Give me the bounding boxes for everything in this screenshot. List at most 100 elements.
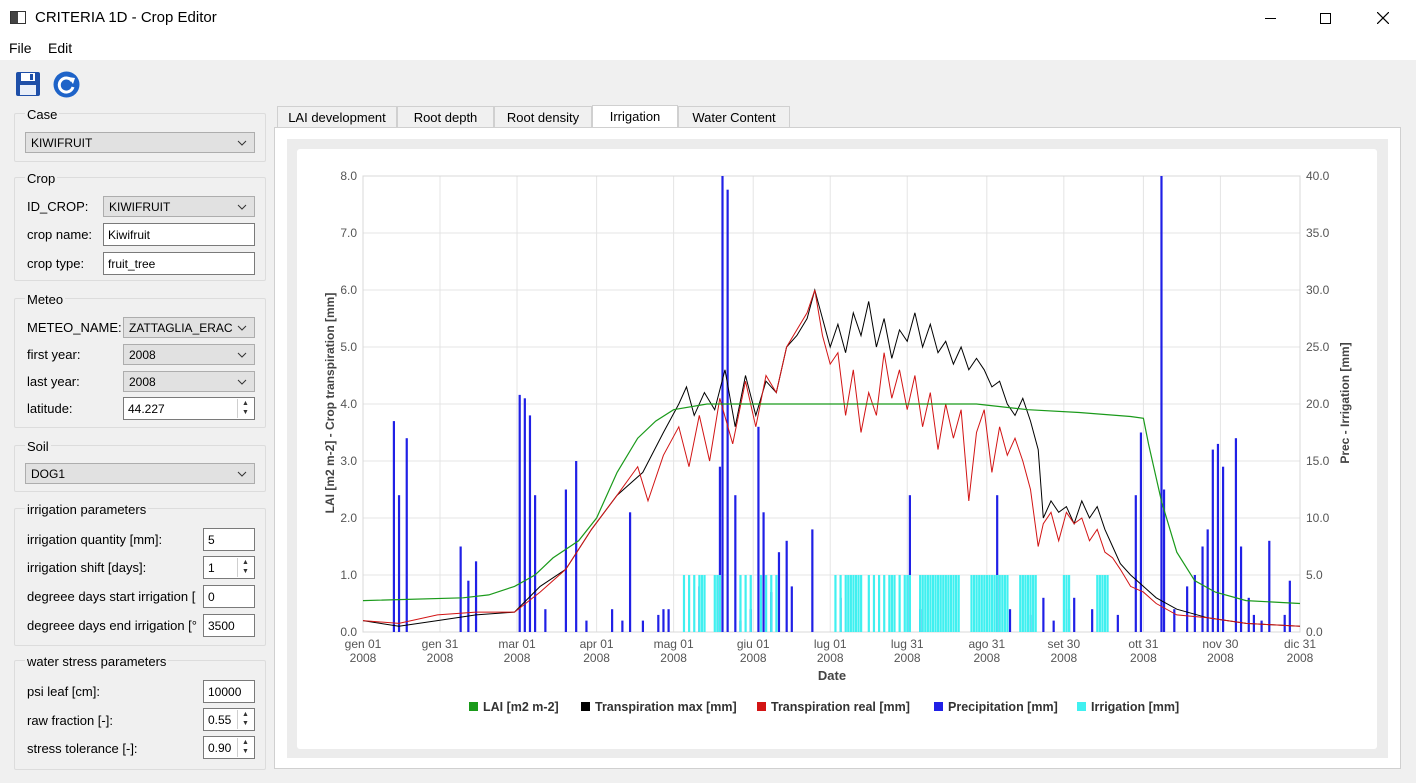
irr-quantity-field[interactable]: 5 (203, 528, 255, 551)
precipitation-bar (1042, 597, 1045, 632)
minimize-button[interactable] (1247, 0, 1293, 36)
meteo-title: Meteo (25, 292, 66, 307)
precipitation-bar (1160, 176, 1163, 632)
save-button[interactable] (15, 71, 41, 97)
irrigation-bar (759, 575, 763, 632)
x-tick-year: 2008 (1207, 651, 1234, 665)
irrigation-bar (839, 575, 842, 632)
x-tick-year: 2008 (583, 651, 610, 665)
stress-tolerance-spinner[interactable]: ▲ ▼ (237, 738, 253, 757)
meteo-group: Meteo (14, 292, 266, 428)
irrigation-bar (944, 575, 947, 632)
irrigation-bar (890, 575, 894, 632)
legend-swatch (1077, 702, 1086, 711)
irrigation-bar (1034, 575, 1037, 632)
irr-quantity-label: irrigation quantity [mm]: (27, 532, 163, 547)
precipitation-bar (1134, 495, 1137, 632)
legend-swatch (581, 702, 590, 711)
maximize-button[interactable] (1302, 0, 1348, 36)
irrigation-bar (975, 575, 978, 632)
id-crop-select[interactable]: KIWIFRUIT (103, 196, 255, 217)
last-year-select[interactable]: 2008 (123, 371, 255, 392)
irrigation-bar (867, 575, 870, 632)
tab-root-density[interactable]: Root density (494, 106, 592, 128)
first-year-label: first year: (27, 347, 81, 362)
precipitation-bar (726, 189, 729, 632)
irrigation-chart[interactable]: 0.0 1.0 2.0 3.0 4.0 5.0 6.0 7.0 8.0 0.0 5.0 10.0 15… (297, 149, 1377, 749)
x-tick-label: ott 31 (1128, 637, 1158, 651)
x-tick-year: 2008 (504, 651, 531, 665)
irrigation-bar (998, 575, 1001, 632)
irrigation-bar (996, 575, 999, 632)
x-tick-year: 2008 (1287, 651, 1314, 665)
tab-irrigation[interactable]: Irrigation (592, 105, 678, 128)
crop-name-field[interactable]: Kiwifruit (103, 223, 255, 246)
case-select[interactable]: KIWIFRUIT (25, 132, 255, 153)
precipitation-bar (1283, 614, 1286, 632)
y-left-tick-label: 8.0 (340, 169, 357, 183)
stress-title: water stress parameters (25, 654, 169, 669)
crop-group: Crop (14, 171, 266, 281)
menu-edit[interactable]: Edit (48, 40, 73, 56)
first-year-select[interactable]: 2008 (123, 344, 255, 365)
soil-select[interactable]: DOG1 (25, 463, 255, 484)
irr-shift-spinner[interactable]: ▲ ▼ (237, 558, 253, 577)
irrigation-bar (849, 575, 852, 632)
close-button[interactable] (1360, 0, 1406, 36)
tab-lai-development[interactable]: LAI development (277, 106, 397, 128)
tab-water-content[interactable]: Water Content (678, 106, 790, 128)
precipitation-bar (734, 495, 737, 632)
latitude-spinner[interactable]: ▲ ▼ (237, 399, 253, 418)
precipitation-bar (1116, 614, 1119, 632)
irrigation-bar (1096, 575, 1099, 632)
irrigation-bar (942, 575, 945, 632)
tab-root-depth[interactable]: Root depth (397, 106, 494, 128)
raw-fraction-field[interactable]: 0.55 ▲ ▼ (203, 708, 255, 731)
x-tick-year: 2008 (740, 651, 767, 665)
precipitation-bar (1008, 609, 1012, 632)
irrigation-bar (1103, 575, 1107, 632)
irrigation-bar (898, 575, 901, 632)
irr-shift-label: irrigation shift [days]: (27, 560, 147, 575)
precipitation-bar (528, 415, 532, 632)
precipitation-bar (628, 512, 632, 632)
latitude-field[interactable]: 44.227 ▲ ▼ (123, 397, 255, 420)
reload-button[interactable] (53, 71, 80, 98)
irrigation-bar (703, 575, 706, 632)
irr-start-field[interactable]: 0 (203, 585, 255, 608)
irrigation-bar (988, 575, 991, 632)
x-tick-label: gen 01 (345, 637, 382, 651)
x-tick-label: dic 31 (1284, 637, 1316, 651)
irrigation-bar (688, 575, 691, 632)
irrigation-bar (775, 575, 778, 632)
psi-leaf-label: psi leaf [cm]: (27, 684, 100, 699)
meteo-name-select[interactable]: ZATTAGLIA_ERAC (123, 317, 255, 338)
x-tick-year: 2008 (1050, 651, 1077, 665)
precipitation-bar (757, 426, 760, 632)
menu-file[interactable]: File (9, 40, 32, 56)
crop-type-field[interactable]: fruit_tree (103, 252, 255, 275)
soil-value: DOG1 (31, 467, 66, 481)
crop-type-label: crop type: (27, 256, 85, 271)
precipitation-bar (1193, 575, 1196, 632)
soil-group: Soil (14, 439, 266, 492)
raw-fraction-spinner[interactable]: ▲ ▼ (237, 710, 253, 729)
psi-leaf-field[interactable]: 10000 (203, 680, 255, 703)
precipitation-bar (996, 495, 999, 632)
irrigation-title: irrigation parameters (25, 502, 149, 517)
chart-legend: LAI [m2 m-2] Transpiration max [mm] Transp… (469, 700, 1179, 714)
precipitation-bar (575, 461, 578, 632)
irrigation-bar (1024, 575, 1027, 632)
irr-shift-field[interactable]: 1 ▲ ▼ (203, 556, 255, 579)
precipitation-bar (667, 609, 670, 632)
irrigation-bar (844, 575, 847, 632)
irr-end-field[interactable]: 3500 (203, 614, 255, 637)
stress-group: water stress parameters (14, 654, 266, 770)
irrigation-bar (1106, 575, 1109, 632)
precipitation-bar (1211, 449, 1214, 632)
precipitation-bar (392, 421, 396, 632)
stress-tolerance-field[interactable]: 0.90 ▲ ▼ (203, 736, 255, 759)
window-title: CRITERIA 1D - Crop Editor (35, 9, 217, 26)
legend-swatch (934, 702, 943, 711)
precipitation-bar (405, 438, 408, 632)
